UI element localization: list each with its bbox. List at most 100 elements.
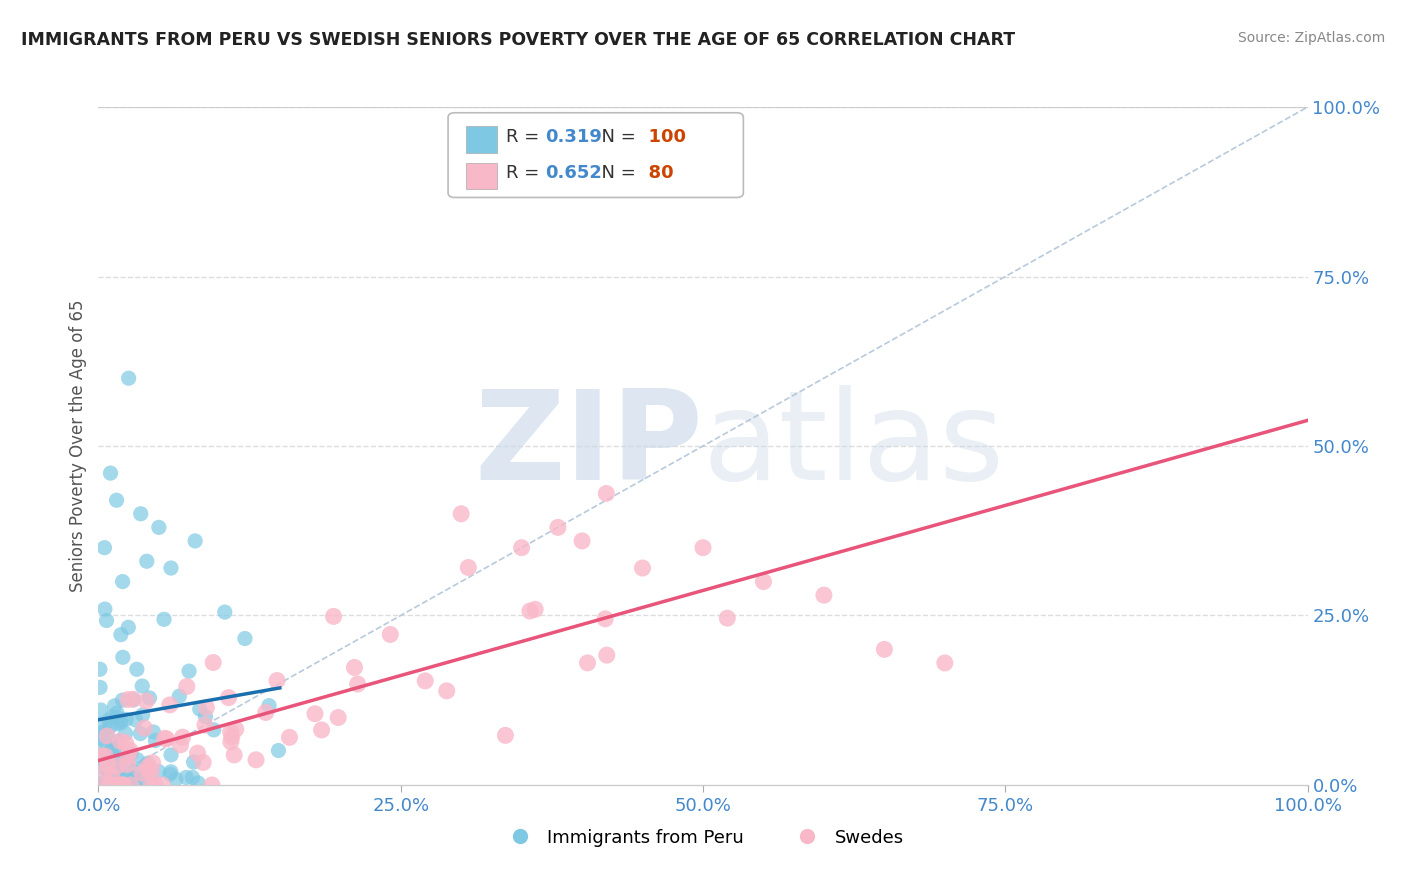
Point [322,609,344,624]
Point [148,520,170,534]
Point [125,713,148,727]
Point [118,371,141,385]
Point [172,730,194,744]
Text: ZIP: ZIP [474,385,703,507]
Point [124,764,146,779]
Point [219,725,242,739]
Point [110,628,132,642]
Point [131,707,153,722]
Point [184,533,207,548]
Point [111,693,134,707]
Point [188,702,211,716]
Point [97,713,120,727]
Text: 100: 100 [637,128,686,145]
Point [129,507,152,521]
Point [380,627,402,641]
Point [101,768,124,782]
Point [752,574,775,589]
Point [93,541,115,555]
Point [174,771,197,785]
Point [117,620,139,634]
Point [121,771,143,785]
Text: N =: N = [591,164,636,182]
Point [160,747,183,762]
Point [218,690,240,705]
Text: atlas: atlas [703,385,1005,507]
Point [135,694,157,708]
Point [103,778,125,792]
Point [202,723,225,737]
Point [221,730,243,744]
Point [129,726,152,740]
Point [692,541,714,555]
Point [90,703,112,717]
Point [494,728,516,742]
Point [165,772,187,787]
Point [187,776,209,790]
Point [346,677,368,691]
Point [576,656,599,670]
Point [104,743,127,757]
Point [118,771,141,785]
Point [202,656,225,670]
Point [107,711,129,725]
Point [108,764,131,778]
Point [128,772,150,787]
Point [153,612,176,626]
Point [120,746,142,760]
Point [115,713,138,727]
Point [114,736,136,750]
Point [120,743,142,757]
Point [122,692,145,706]
Point [114,754,136,768]
Point [111,650,134,665]
Point [595,486,617,500]
Point [596,648,619,662]
Point [524,602,547,616]
Point [257,698,280,713]
Point [145,733,167,747]
Point [177,664,200,678]
Point [225,722,247,736]
Point [224,747,246,762]
Point [278,731,301,745]
Point [110,734,132,748]
Point [98,773,121,788]
Point [98,778,121,792]
Point [159,767,181,781]
Point [138,763,160,777]
Point [89,732,111,747]
Point [176,680,198,694]
Point [145,778,167,792]
Text: IMMIGRANTS FROM PERU VS SWEDISH SENIORS POVERTY OVER THE AGE OF 65 CORRELATION C: IMMIGRANTS FROM PERU VS SWEDISH SENIORS … [21,31,1015,49]
Point [103,772,125,787]
Point [267,743,290,757]
Text: 0.319: 0.319 [546,128,602,145]
Point [131,766,153,780]
Point [105,493,128,508]
Text: 0.652: 0.652 [546,164,602,182]
Y-axis label: Seniors Poverty Over the Age of 65: Seniors Poverty Over the Age of 65 [69,300,87,592]
Point [90,747,112,761]
Point [194,709,217,723]
Point [139,778,162,792]
Point [510,541,533,555]
Point [101,754,124,768]
Point [134,721,156,735]
Point [152,778,174,792]
Point [93,778,115,792]
Point [436,684,458,698]
Point [194,718,217,732]
Point [117,749,139,764]
Point [108,760,131,774]
Point [91,752,114,766]
Point [139,765,162,780]
Point [96,614,118,628]
Point [457,560,479,574]
Point [97,762,120,776]
Point [100,775,122,789]
Point [108,772,131,786]
Point [193,756,215,770]
Point [101,739,124,754]
Point [148,764,170,779]
